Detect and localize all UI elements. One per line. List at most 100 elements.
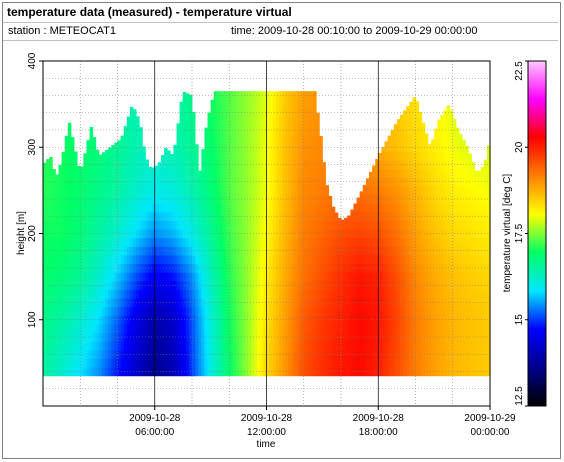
heatmap-cell [480,367,485,377]
heatmap-cell [347,215,351,221]
heatmap-cell [167,349,171,359]
heatmap-cell [92,255,97,265]
heatmap-cell [129,272,134,282]
heatmap-cell [223,332,227,342]
heatmap-cell [424,349,429,359]
heatmap-cell [207,237,212,247]
heatmap-cell [288,280,292,290]
heatmap-cell [46,246,50,256]
heatmap-cell [294,315,298,325]
heatmap-cell [449,110,454,118]
heatmap-cell [365,324,370,334]
heatmap-cell [310,108,314,118]
heatmap-cell [415,280,420,290]
heatmap-cell [297,168,302,178]
heatmap-cell [474,315,479,325]
heatmap-cell [353,306,357,316]
heatmap-cell [58,332,63,342]
heatmap-cell [83,186,87,196]
heatmap-cell [313,246,317,256]
heatmap-cell [375,168,379,178]
heatmap-cell [49,255,53,265]
heatmap-cell [471,186,475,196]
heatmap-cell [306,367,311,377]
heatmap-cell [136,125,140,135]
heatmap-cell [300,298,305,308]
heatmap-cell [431,324,435,334]
heatmap-cell [43,289,47,299]
heatmap-cell [409,108,413,118]
heatmap-cell [120,229,125,239]
heatmap-cell [74,280,78,290]
heatmap-cell [52,169,56,178]
heatmap-cell [251,108,255,118]
heatmap-cell [291,99,295,109]
heatmap-cell [400,324,404,334]
heatmap-cell [452,119,457,127]
heatmap-cell [421,306,426,316]
heatmap-cell [356,203,361,213]
heatmap-cell [86,358,90,368]
heatmap-cell [486,220,490,230]
heatmap-cell [133,280,137,290]
heatmap-cell [229,134,233,144]
heatmap-cell [114,263,118,273]
heatmap-cell [384,141,389,144]
heatmap-cell [67,315,72,325]
heatmap-cell [61,280,66,290]
heatmap-cell [331,324,336,334]
heatmap-cell [117,140,122,144]
heatmap-cell [232,237,236,247]
heatmap-cell [139,160,143,170]
heatmap-cell [384,349,389,359]
heatmap-cell [297,306,302,316]
heatmap-cell [288,306,292,316]
heatmap-cell [297,177,302,187]
heatmap-cell [471,263,475,273]
heatmap-cell [412,97,416,101]
heatmap-cell [247,229,252,239]
heatmap-cell [111,211,115,221]
heatmap-cell [188,237,193,247]
heatmap-cell [341,263,345,273]
heatmap-cell [120,246,125,256]
heatmap-cell [427,220,432,230]
heatmap-cell [210,298,215,308]
heatmap-cell [322,341,326,351]
heatmap-cell [403,125,407,135]
heatmap-cell [238,168,243,178]
heatmap-cell [350,358,354,368]
heatmap-cell [61,367,66,377]
heatmap-cell [390,129,395,135]
heatmap-cell [247,134,252,144]
heatmap-cell [111,367,115,377]
heatmap-cell [254,211,258,221]
heatmap-cell [238,358,243,368]
heatmap-cell [297,229,302,239]
heatmap-cell [219,298,224,308]
heatmap-cell [49,263,53,273]
heatmap-cell [247,280,252,290]
heatmap-cell [74,186,78,196]
heatmap-cell [480,306,485,316]
heatmap-cell [365,272,370,282]
heatmap-cell [229,91,233,101]
heatmap-cell [288,91,292,101]
heatmap-cell [406,315,410,325]
heatmap-cell [145,367,149,377]
heatmap-cell [216,194,221,204]
heatmap-cell [74,177,78,187]
heatmap-cell [241,194,246,204]
heatmap-cell [310,125,314,135]
heatmap-cell [427,324,432,334]
heatmap-cell [415,220,420,230]
heatmap-cell [235,108,239,118]
heatmap-cell [390,298,395,308]
heatmap-cell [325,289,330,299]
heatmap-cell [393,272,398,282]
heatmap-cell [459,220,463,230]
heatmap-cell [188,341,193,351]
heatmap-cell [415,142,420,152]
heatmap-cell [480,358,485,368]
heatmap-cell [238,367,243,377]
